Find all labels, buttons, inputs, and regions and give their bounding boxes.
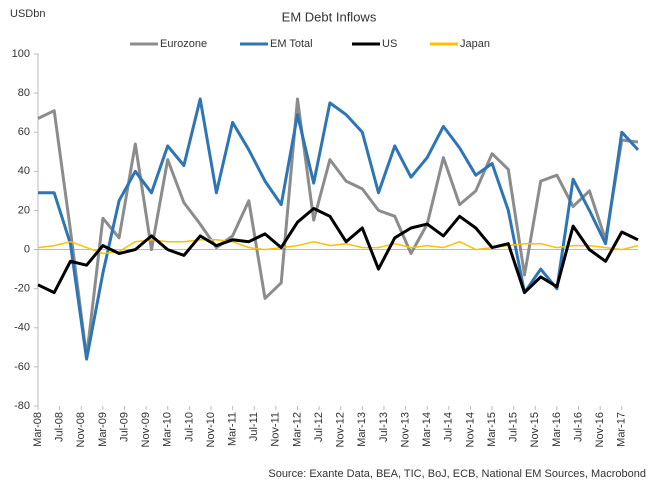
y-tick-label: 60 [18, 126, 30, 138]
x-tick-label: Nov-11 [270, 412, 282, 447]
x-tick-label: Mar-11 [227, 412, 239, 446]
x-tick-label: Nov-13 [399, 412, 411, 447]
y-tick-label: 40 [18, 165, 30, 177]
y-axis-label: USDbn [10, 8, 45, 20]
x-tick-label: Jul-14 [443, 412, 455, 442]
x-tick-label: Mar-15 [486, 412, 498, 447]
x-tick-label: Jul-16 [572, 412, 584, 442]
x-tick-label: Nov-09 [140, 412, 152, 447]
legend-label: Japan [460, 38, 490, 50]
chart-title: EM Debt Inflows [282, 9, 377, 24]
series-line [37, 97, 639, 359]
x-tick-label: Jul-13 [378, 412, 390, 442]
x-tick-label: Nov-16 [594, 412, 606, 447]
x-tick-label: Mar-17 [616, 412, 628, 447]
x-tick-label: Nov-10 [205, 412, 217, 447]
y-tick-label: -20 [14, 283, 30, 295]
x-tick-label: Mar-12 [291, 412, 303, 447]
x-tick-label: Jul-09 [118, 412, 130, 442]
x-tick-label: Mar-08 [32, 412, 44, 447]
x-tick-label: Jul-11 [248, 412, 260, 441]
y-tick-label: 80 [18, 87, 30, 99]
x-tick-label: Jul-15 [508, 412, 520, 442]
y-tick-label: 20 [18, 204, 30, 216]
legend-label: US [382, 38, 397, 50]
legend-label: Eurozone [160, 38, 207, 50]
y-tick-label: -80 [14, 400, 30, 412]
x-tick-label: Mar-09 [97, 412, 109, 447]
x-tick-label: Mar-16 [551, 412, 563, 447]
series-line [38, 97, 640, 361]
legend-label: EM Total [270, 38, 313, 50]
x-tick-label: Mar-10 [162, 412, 174, 447]
x-tick-label: Nov-14 [464, 412, 476, 447]
x-tick-label: Mar-14 [421, 412, 433, 447]
x-tick-label: Nov-08 [75, 412, 87, 447]
y-tick-label: 0 [24, 243, 30, 255]
series-line [37, 239, 639, 255]
x-tick-label: Jul-08 [54, 412, 66, 442]
series-line [37, 207, 639, 295]
y-tick-label: -40 [14, 322, 30, 334]
x-tick-label: Jul-12 [313, 412, 325, 442]
x-tick-label: Nov-12 [335, 412, 347, 447]
x-tick-label: Jul-10 [183, 412, 195, 442]
y-tick-label: 100 [12, 48, 30, 60]
x-tick-label: Nov-15 [529, 412, 541, 447]
source-note: Source: Exante Data, BEA, TIC, BoJ, ECB,… [268, 468, 646, 480]
x-tick-label: Mar-13 [356, 412, 368, 447]
y-tick-label: -60 [14, 361, 30, 373]
